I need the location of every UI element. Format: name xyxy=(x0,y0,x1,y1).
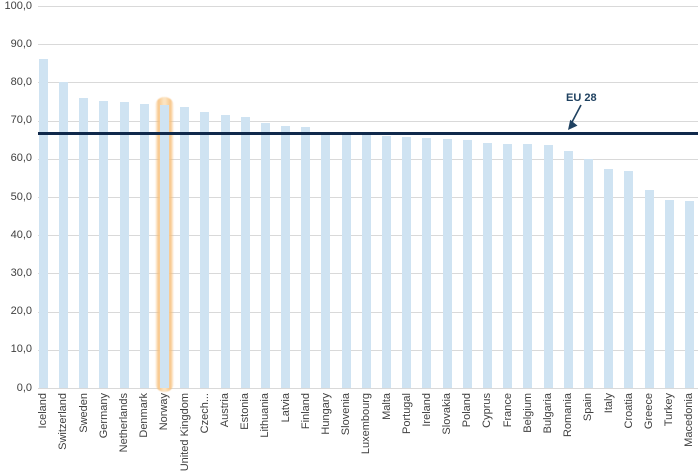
x-label-croatia: Croatia xyxy=(622,393,635,429)
bar-denmark xyxy=(139,103,149,388)
x-label-germany: Germany xyxy=(97,393,110,439)
eu28-reference-line xyxy=(38,132,698,136)
bar-austria xyxy=(220,114,230,388)
x-label-poland: Poland xyxy=(461,393,474,428)
y-tick-label: 40,0 xyxy=(10,228,32,241)
bar-france xyxy=(503,143,513,388)
x-label-austria: Austria xyxy=(219,393,232,428)
x-label-turkey: Turkey xyxy=(663,393,676,427)
x-label-slovakia: Slovakia xyxy=(441,393,454,435)
bar-finland xyxy=(301,127,311,388)
x-label-slovenia: Slovenia xyxy=(340,393,353,436)
y-tick-label: 100,0 xyxy=(4,0,32,12)
x-label-norway: Norway xyxy=(158,393,171,431)
y-tick-label: 80,0 xyxy=(10,75,32,88)
bar-ireland xyxy=(422,138,432,388)
y-tick-label: 0,0 xyxy=(16,381,32,394)
x-axis-line xyxy=(38,388,698,389)
bar-turkey xyxy=(664,200,674,388)
bar-norway xyxy=(159,105,169,388)
x-label-belgium: Belgium xyxy=(521,393,534,433)
x-label-finland: Finland xyxy=(299,393,312,430)
bar-greece xyxy=(644,190,654,388)
bar-poland xyxy=(462,140,472,388)
x-label-macedonia: Macedonia xyxy=(683,393,696,447)
bar-bulgaria xyxy=(543,145,553,388)
bar-slovakia xyxy=(442,139,452,388)
y-tick-label: 60,0 xyxy=(10,152,32,165)
gridline xyxy=(38,82,698,84)
x-label-luxembourg: Luxembourg xyxy=(360,393,373,455)
x-label-italy: Italy xyxy=(602,393,615,414)
bar-cyprus xyxy=(482,142,492,388)
x-label-denmark: Denmark xyxy=(138,393,151,438)
bar-switzerland xyxy=(58,82,68,388)
gridline xyxy=(38,120,698,122)
bar-united-kingdom xyxy=(180,107,190,388)
x-label-portugal: Portugal xyxy=(400,393,413,434)
x-label-czech-: Czech... xyxy=(198,393,211,434)
x-label-sweden: Sweden xyxy=(77,393,90,433)
x-label-united-kingdom: United Kingdom xyxy=(178,393,191,472)
bar-portugal xyxy=(402,136,412,388)
x-label-netherlands: Netherlands xyxy=(118,393,131,453)
eu28-annotation-label: EU 28 xyxy=(566,92,597,104)
x-label-cyprus: Cyprus xyxy=(481,393,494,428)
y-tick-label: 30,0 xyxy=(10,266,32,279)
x-label-hungary: Hungary xyxy=(319,393,332,435)
bar-hungary xyxy=(321,133,331,388)
bar-romania xyxy=(563,151,573,388)
x-label-ireland: Ireland xyxy=(420,393,433,427)
x-label-malta: Malta xyxy=(380,393,393,420)
bar-czech- xyxy=(200,112,210,388)
x-label-iceland: Iceland xyxy=(37,393,50,429)
eu28-annotation-arrow xyxy=(568,104,582,130)
bar-luxembourg xyxy=(361,135,371,388)
y-tick-label: 50,0 xyxy=(10,190,32,203)
bar-iceland xyxy=(38,59,48,388)
x-label-france: France xyxy=(501,393,514,428)
bar-italy xyxy=(604,169,614,388)
y-tick-label: 10,0 xyxy=(10,343,32,356)
x-label-latvia: Latvia xyxy=(279,393,292,423)
bar-belgium xyxy=(523,144,533,388)
bar-croatia xyxy=(624,170,634,388)
bar-sweden xyxy=(79,97,89,388)
bar-macedonia xyxy=(684,201,694,388)
x-label-estonia: Estonia xyxy=(239,393,252,430)
gridline xyxy=(38,44,698,46)
bar-latvia xyxy=(281,125,291,388)
bar-netherlands xyxy=(119,101,129,388)
y-tick-label: 20,0 xyxy=(10,305,32,318)
y-tick-label: 90,0 xyxy=(10,37,32,50)
bar-malta xyxy=(382,135,392,388)
bar-germany xyxy=(99,100,109,388)
bar-slovenia xyxy=(341,134,351,388)
x-label-switzerland: Switzerland xyxy=(57,393,70,450)
x-label-romania: Romania xyxy=(562,393,575,438)
x-label-spain: Spain xyxy=(582,393,595,422)
bar-spain xyxy=(583,158,593,388)
y-tick-label: 70,0 xyxy=(10,114,32,127)
bar-lithuania xyxy=(260,123,270,388)
gridline xyxy=(38,6,698,7)
bar-estonia xyxy=(240,117,250,388)
x-label-greece: Greece xyxy=(643,393,656,430)
x-label-lithuania: Lithuania xyxy=(259,393,272,438)
x-label-bulgaria: Bulgaria xyxy=(542,393,555,434)
